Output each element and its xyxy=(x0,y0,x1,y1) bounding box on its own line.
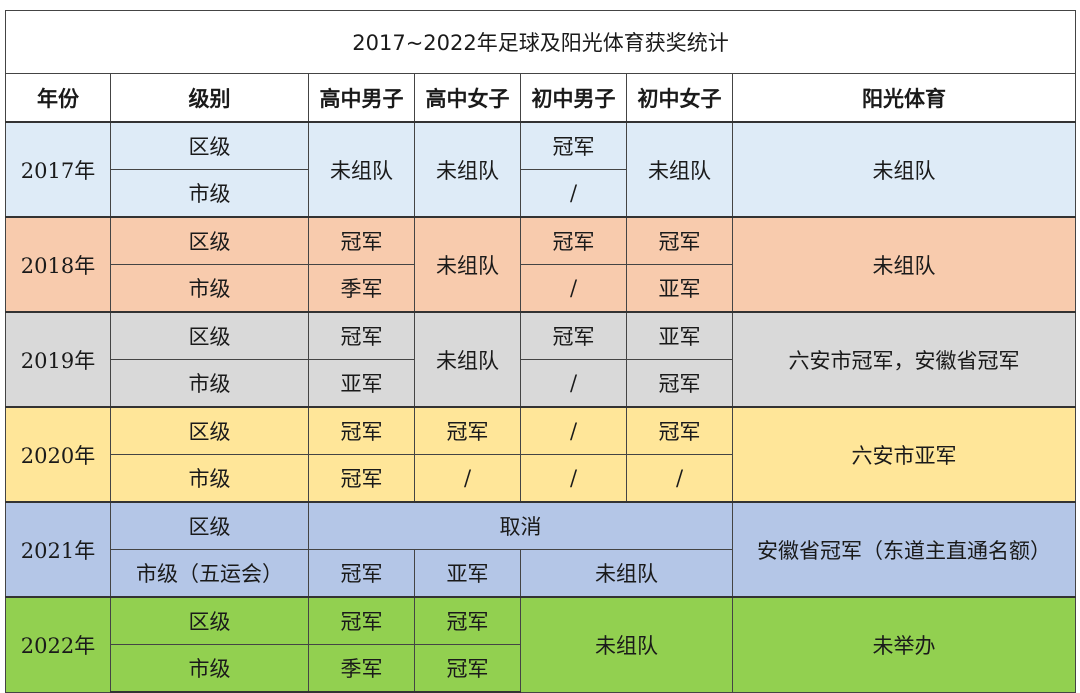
result-cell[interactable]: 冠军 xyxy=(308,406,415,455)
result-cell[interactable]: 未组队 xyxy=(414,311,521,408)
header-level[interactable]: 级别 xyxy=(110,73,309,123)
result-cell[interactable]: / xyxy=(520,406,627,455)
result-cell[interactable]: 冠军 xyxy=(626,406,733,455)
header-sunshine[interactable]: 阳光体育 xyxy=(731,73,1077,123)
sunshine-cell[interactable]: 安徽省冠军（东道主直通名额） xyxy=(731,501,1077,598)
table-row: 市级 冠军 / / / xyxy=(6,454,1076,503)
result-cell[interactable]: 亚军 xyxy=(626,311,733,360)
title-row: 2017~2022年足球及阳光体育获奖统计 xyxy=(4,10,1077,74)
result-cell[interactable]: 季军 xyxy=(308,644,415,693)
table-row: 市级（五运会） 冠军 亚军 未组队 xyxy=(6,549,1076,598)
table-row: 2020年 区级 冠军 冠军 / 冠军 六安市亚军 xyxy=(5,406,1077,503)
result-cell[interactable]: 冠军 xyxy=(308,311,415,360)
result-cell[interactable]: 冠军 xyxy=(520,216,627,265)
table-row: 2021年 区级 取消 安徽省冠军（东道主直通名额） xyxy=(5,501,1077,598)
result-cell[interactable]: 冠军 xyxy=(414,644,521,693)
result-cell[interactable]: 亚军 xyxy=(414,549,521,598)
result-cell[interactable]: / xyxy=(520,454,627,503)
result-cell[interactable]: / xyxy=(414,454,521,503)
result-cell[interactable]: 亚军 xyxy=(308,359,415,408)
sunshine-cell[interactable]: 未组队 xyxy=(731,216,1077,313)
level-cell[interactable]: 市级 xyxy=(110,644,309,693)
table-row: 市级 亚军 / 冠军 xyxy=(6,359,1076,408)
year-cell[interactable]: 2018年 xyxy=(5,216,111,313)
table-row: 2019年 区级 冠军 未组队 冠军 亚军 六安市冠军，安徽省冠军 xyxy=(5,311,1077,408)
result-cell[interactable]: 未组队 xyxy=(626,121,733,218)
level-cell[interactable]: 区级 xyxy=(110,596,309,645)
table-title[interactable]: 2017~2022年足球及阳光体育获奖统计 xyxy=(4,10,1077,74)
year-cell[interactable]: 2021年 xyxy=(5,501,111,598)
level-cell[interactable]: 区级 xyxy=(110,406,309,455)
result-cell[interactable]: 冠军 xyxy=(626,359,733,408)
year-cell[interactable]: 2019年 xyxy=(5,311,111,408)
header-hs-girls[interactable]: 高中女子 xyxy=(414,73,521,123)
result-cell[interactable]: / xyxy=(520,359,627,408)
result-cell[interactable]: 未组队 xyxy=(520,549,733,598)
sunshine-cell[interactable]: 六安市亚军 xyxy=(731,406,1077,503)
sunshine-cell[interactable]: 未组队 xyxy=(731,121,1077,218)
result-cell[interactable]: 季军 xyxy=(308,264,415,313)
header-row: 年份 级别 高中男子 高中女子 初中男子 初中女子 阳光体育 xyxy=(5,73,1077,123)
level-cell[interactable]: 区级 xyxy=(110,501,309,550)
year-cell[interactable]: 2022年 xyxy=(5,596,111,693)
level-cell[interactable]: 市级 xyxy=(110,264,309,313)
result-cell[interactable]: 亚军 xyxy=(626,264,733,313)
sunshine-cell[interactable]: 六安市冠军，安徽省冠军 xyxy=(731,311,1077,408)
header-ms-girls[interactable]: 初中女子 xyxy=(626,73,733,123)
level-cell[interactable]: 市级 xyxy=(110,359,309,408)
result-cell[interactable]: 冠军 xyxy=(626,216,733,265)
level-cell[interactable]: 市级（五运会） xyxy=(110,549,309,598)
level-cell[interactable]: 区级 xyxy=(110,216,309,265)
level-cell[interactable]: 市级 xyxy=(110,454,309,503)
table-row: 2018年 区级 冠军 未组队 冠军 冠军 未组队 xyxy=(5,216,1077,313)
result-cell[interactable]: 未组队 xyxy=(520,596,733,693)
level-cell[interactable]: 区级 xyxy=(110,311,309,360)
result-cell[interactable]: 冠军 xyxy=(520,311,627,360)
year-cell[interactable]: 2020年 xyxy=(5,406,111,503)
result-cell[interactable]: 未组队 xyxy=(308,121,415,218)
awards-table: 2017~2022年足球及阳光体育获奖统计 年份 级别 高中男子 高中女子 初中… xyxy=(4,10,1077,693)
result-cell[interactable]: / xyxy=(626,454,733,503)
table-row: 2022年 区级 冠军 冠军 未组队 未举办 xyxy=(5,596,1077,693)
result-cell[interactable]: 冠军 xyxy=(414,406,521,455)
sunshine-cell[interactable]: 未举办 xyxy=(731,596,1077,693)
header-hs-boys[interactable]: 高中男子 xyxy=(308,73,415,123)
year-cell[interactable]: 2017年 xyxy=(5,121,111,218)
result-cell[interactable]: / xyxy=(520,264,627,313)
level-cell[interactable]: 区级 xyxy=(110,121,309,170)
result-cell[interactable]: 冠军 xyxy=(520,121,627,170)
result-cell[interactable]: 冠军 xyxy=(414,596,521,645)
cancelled-cell[interactable]: 取消 xyxy=(308,501,733,550)
table-row: 2017年 区级 未组队 未组队 冠军 未组队 未组队 xyxy=(5,121,1077,218)
level-cell[interactable]: 市级 xyxy=(110,169,309,218)
result-cell[interactable]: 冠军 xyxy=(308,216,415,265)
result-cell[interactable]: 冠军 xyxy=(308,596,415,645)
table-row: 市级 / xyxy=(6,169,1076,218)
result-cell[interactable]: / xyxy=(520,169,627,218)
table-row: 市级 季军 冠军 xyxy=(6,644,1076,693)
result-cell[interactable]: 冠军 xyxy=(308,549,415,598)
table-row: 市级 季军 / 亚军 xyxy=(6,264,1076,313)
result-cell[interactable]: 冠军 xyxy=(308,454,415,503)
result-cell[interactable]: 未组队 xyxy=(414,121,521,218)
header-ms-boys[interactable]: 初中男子 xyxy=(520,73,627,123)
result-cell[interactable]: 未组队 xyxy=(414,216,521,313)
header-year[interactable]: 年份 xyxy=(5,73,111,123)
